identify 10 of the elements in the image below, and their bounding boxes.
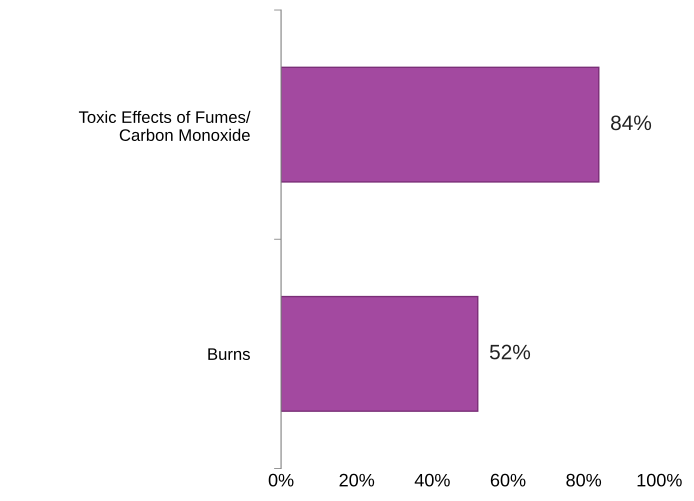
y-tick-label: Toxic Effects of Fumes/ Carbon Monoxide — [78, 110, 251, 142]
x-tick-label: 80% — [566, 474, 602, 487]
x-tick-label: 40% — [414, 474, 450, 487]
x-tick-label: 60% — [490, 474, 526, 487]
data-label: 84% — [611, 115, 652, 130]
x-tick-label: 0% — [268, 474, 294, 487]
y-tick-label: Burns — [208, 348, 250, 360]
x-tick-label: 100% — [638, 474, 682, 487]
data-label: 52% — [490, 344, 530, 360]
x-tick-label: 20% — [340, 474, 374, 487]
